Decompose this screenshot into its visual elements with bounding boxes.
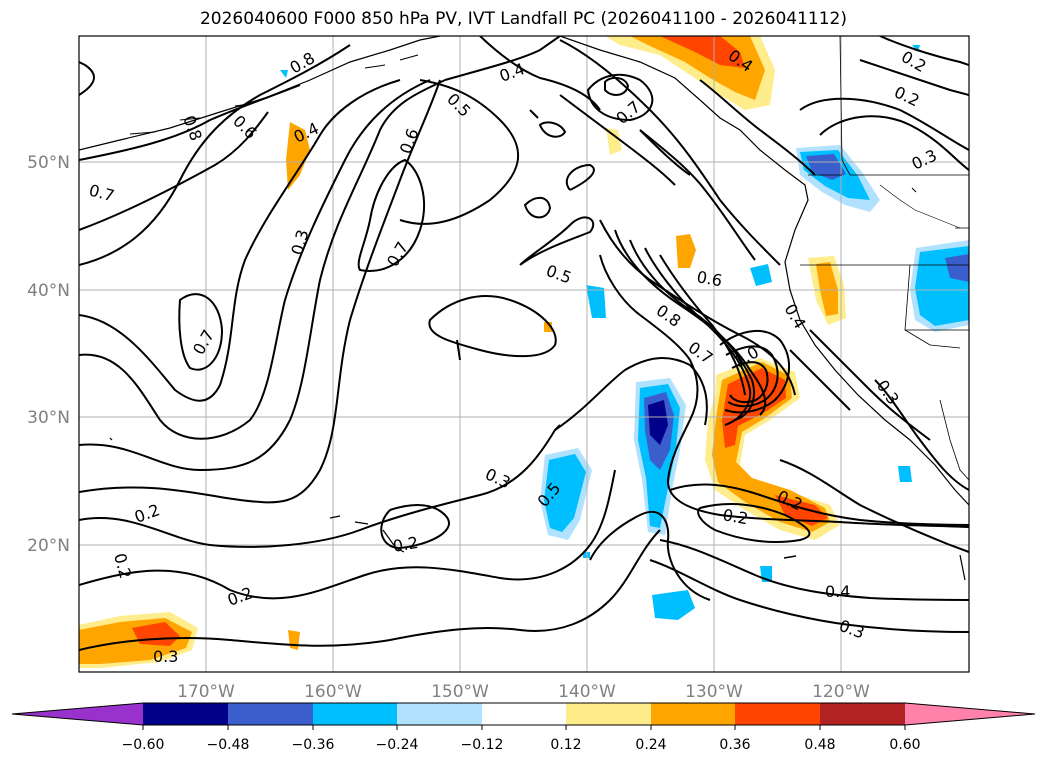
latitude-labels: 50°N 40°N 30°N 20°N [27,153,70,556]
contour-label: 0.2 [898,47,930,76]
colorbar-segment [143,703,228,725]
contour-label: 0.4 [781,301,810,333]
contour-label: 0.4 [825,582,850,601]
colorbar-segment [566,703,651,725]
lat-label: 20°N [27,536,70,556]
colorbar-ticks [142,725,906,730]
contour-label: 0.6 [695,267,723,290]
negative-anomaly-fill [280,45,969,620]
colorbar-segment [313,703,397,725]
lon-label: 160°W [304,682,362,702]
lat-label: 50°N [27,153,70,173]
colorbar-tick-label: −0.36 [292,737,335,753]
colorbar-segment [651,703,735,725]
contour-label: 0.5 [544,261,574,288]
colorbar-tick-label: 0.60 [889,737,920,753]
lon-label: 140°W [558,682,616,702]
colorbar-segment [905,703,1035,725]
lat-label: 30°N [27,408,70,428]
colorbar-segment [12,703,143,725]
colorbar-tick-label: 0.36 [719,737,750,753]
contour-label: 0.2 [132,500,162,527]
colorbar-tick-label: 0.48 [804,737,835,753]
lat-label: 40°N [27,281,70,301]
contour-label: 0.2 [891,82,922,110]
lon-label: 120°W [812,682,870,702]
colorbar-segment [735,703,820,725]
longitude-labels: 170°W 160°W 150°W 140°W 130°W 120°W [177,682,870,702]
contour-label: 0.7 [189,326,218,358]
lon-label: 150°W [431,682,489,702]
lon-label: 130°W [685,682,743,702]
colorbar-tick-label: −0.60 [122,737,165,753]
contour-label: 0.5 [443,89,474,120]
lon-label: 170°W [177,682,235,702]
colorbar-tick-label: 0.24 [635,737,666,753]
colorbar-tick-label: −0.48 [207,737,250,753]
colorbar-tick-label: 0.12 [550,737,581,753]
contour-label: 0.7 [612,97,644,128]
colorbar-segment [820,703,905,725]
contour-label: 0.6 [229,111,260,142]
contour-label: 0.6 [396,126,423,156]
colorbar-tick-label: −0.24 [376,737,419,753]
contour-label: 0.7 [685,338,717,368]
map-frame [78,35,970,673]
contour-label: 0.2 [721,505,749,528]
map-title: 2026040600 F000 850 hPa PV, IVT Landfall… [199,9,847,29]
pv-contours [79,36,969,651]
colorbar: −0.60 −0.48 −0.36 −0.24 −0.12 0.12 0.24 … [11,702,1036,753]
contour-label: 0.3 [909,146,940,174]
colorbar-segment [228,703,313,725]
colorbar-tick-label: −0.12 [461,737,504,753]
contour-label: 0.3 [288,228,313,258]
contour-label: 0.2 [391,533,419,556]
contour-label: 0.7 [87,181,117,206]
contour-label: 0.3 [482,464,513,492]
contour-label: 0.3 [153,647,178,666]
contour-label: 0.7 [383,238,412,270]
contour-label: 0.8 [287,48,319,77]
contour-label: 0.2 [225,583,255,610]
colorbar-segment [482,703,566,725]
colorbar-segment [397,703,482,725]
